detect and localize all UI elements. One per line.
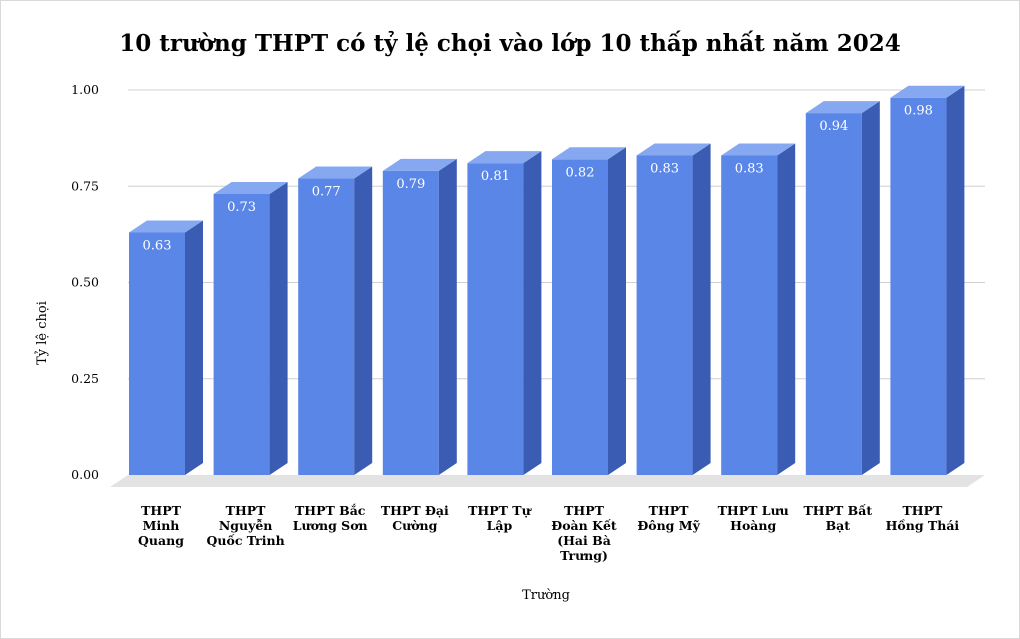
- x-tick-label: THPT Bắc Lương Sơn: [293, 503, 368, 533]
- x-tick-label: THPT Hồng Thái: [886, 503, 960, 533]
- bar-top: [805, 101, 880, 114]
- bar: [298, 166, 373, 476]
- x-tick-label: THPT Nguyễn Quốc Trinh: [207, 503, 285, 548]
- bar-side: [946, 85, 965, 475]
- bar-front: [129, 232, 185, 475]
- bars: [129, 85, 965, 476]
- data-label: 0.79: [396, 177, 425, 192]
- bar-side: [185, 220, 203, 475]
- bar-top: [636, 143, 711, 156]
- data-label: 0.83: [735, 161, 764, 176]
- x-tick-label: THPT Đoàn Kết (Hai Bà Trưng): [551, 503, 617, 563]
- bar-side: [354, 166, 373, 476]
- data-label: 0.83: [650, 161, 679, 176]
- bar-top: [129, 220, 203, 233]
- bar: [890, 85, 965, 475]
- data-label: 0.81: [481, 169, 510, 184]
- bar-top: [890, 85, 965, 98]
- bar: [382, 158, 457, 475]
- chart-floor: [110, 475, 985, 487]
- bar-side: [608, 147, 626, 476]
- data-label: 0.94: [819, 119, 848, 134]
- y-axis-title: Tỷ lệ chọi: [35, 301, 50, 365]
- data-label: 0.98: [904, 104, 933, 119]
- bar-front: [890, 97, 947, 475]
- bar-front: [213, 193, 270, 475]
- chart-title: 10 trường THPT có tỷ lệ chọi vào lớp 10 …: [119, 30, 901, 57]
- bar-side: [438, 158, 457, 475]
- bar-side: [777, 143, 796, 475]
- x-axis-title: Trường: [522, 588, 570, 603]
- floor-plane: [110, 475, 985, 487]
- bar-side: [269, 181, 288, 475]
- data-label: 0.77: [312, 185, 341, 200]
- y-tick-label: 0.25: [71, 371, 99, 386]
- y-tick-label: 0.00: [71, 467, 99, 482]
- x-tick-label: THPT Lưu Hoàng: [718, 503, 789, 533]
- bar-top: [298, 166, 373, 179]
- y-axis-ticks: 0.00 0.25 0.50 0.75 1.00: [71, 82, 99, 482]
- bar: [467, 151, 542, 475]
- x-axis-categories: THPT Minh Quang THPT Nguyễn Quốc Trinh THPT Bắ…: [138, 503, 959, 563]
- bar-front: [636, 155, 693, 475]
- bar-top: [721, 143, 796, 156]
- bar-front: [298, 178, 355, 476]
- bar-top: [382, 158, 457, 171]
- bar-side: [861, 101, 880, 475]
- bar-top: [467, 151, 542, 164]
- bar: [721, 143, 796, 475]
- data-label: 0.82: [566, 165, 595, 180]
- bar-top: [552, 147, 626, 160]
- x-tick-label: THPT Minh Quang: [138, 503, 184, 548]
- bar-side: [692, 143, 711, 475]
- x-tick-label: THPT Đại Cường: [381, 503, 449, 533]
- y-tick-label: 0.75: [71, 178, 99, 193]
- data-label: 0.73: [227, 200, 256, 215]
- y-tick-label: 1.00: [71, 82, 99, 97]
- y-tick-label: 0.50: [71, 275, 99, 290]
- x-tick-label: THPT Bất Bạt: [803, 503, 872, 533]
- bar: [552, 147, 626, 476]
- bar-front: [382, 170, 439, 475]
- bar-front: [805, 113, 862, 475]
- data-label: 0.63: [143, 238, 172, 253]
- bar-front: [552, 159, 608, 476]
- bar-front: [721, 155, 778, 475]
- bar: [213, 181, 288, 475]
- x-tick-label: THPT Đông Mỹ: [637, 503, 700, 533]
- bar-top: [213, 181, 288, 194]
- bar: [636, 143, 711, 475]
- bar: [805, 101, 880, 475]
- x-tick-label: THPT Tự Lập: [468, 503, 532, 533]
- data-labels: 0.63 0.73 0.77 0.79 0.81 0.82 0.83 0.83 0.94 0.98: [143, 104, 933, 254]
- bar: [129, 220, 203, 475]
- bar-side: [523, 151, 542, 475]
- bar-front: [467, 163, 524, 475]
